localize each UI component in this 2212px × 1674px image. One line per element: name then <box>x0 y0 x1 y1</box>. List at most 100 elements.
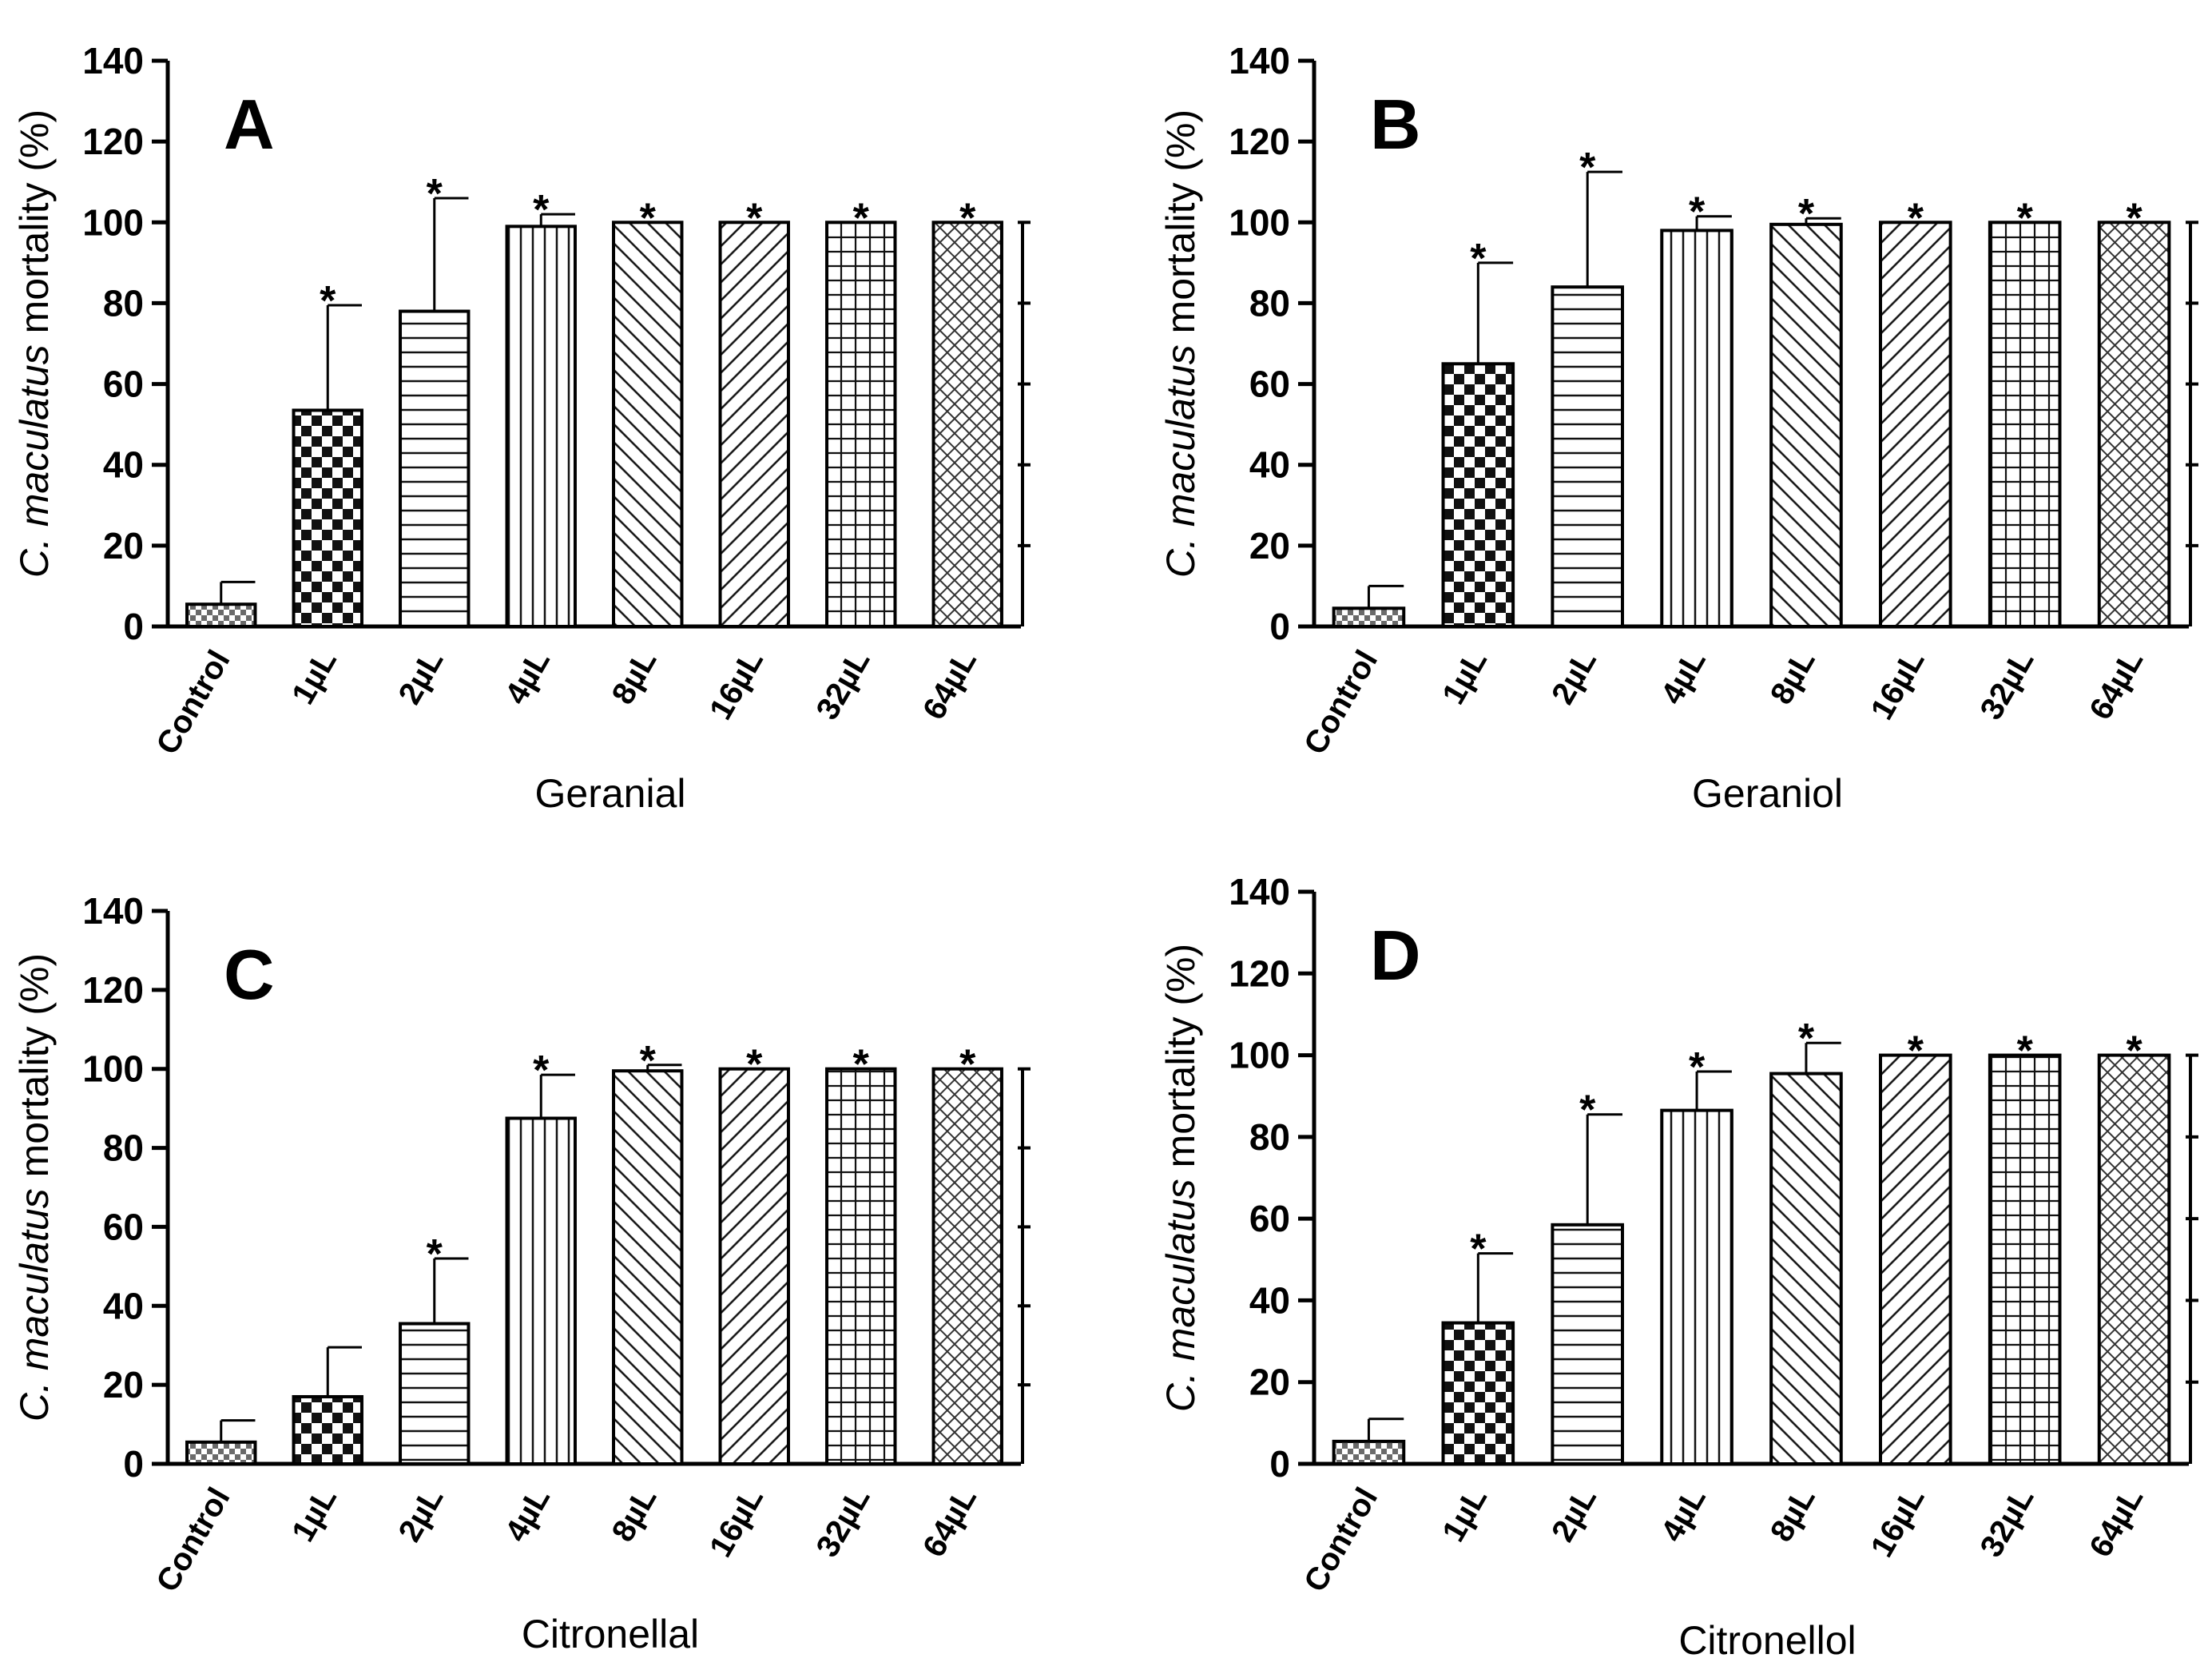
x-tick-label: 1µL <box>285 645 344 710</box>
bar-32µL <box>825 1067 897 1465</box>
x-tick-label: 64µL <box>916 1482 983 1564</box>
x-tick-label: 8µL <box>606 645 664 710</box>
y-axis-title: C. maculatus mortality (%) <box>1158 109 1203 578</box>
panel-label: B <box>1370 85 1421 164</box>
y-tick-label: 20 <box>1249 525 1290 567</box>
y-tick-label: 100 <box>82 1048 144 1090</box>
y-tick-label: 80 <box>1249 1116 1290 1158</box>
x-tick-label: 16µL <box>1865 1482 1932 1564</box>
significance-marker: * <box>853 195 870 241</box>
x-tick-label: 1µL <box>1436 1482 1494 1548</box>
x-tick-label: Control <box>149 645 236 761</box>
significance-marker: * <box>1798 1016 1815 1062</box>
bar-Control <box>1332 606 1406 629</box>
panel-label: C <box>224 935 275 1014</box>
y-tick-label: 120 <box>1229 121 1290 162</box>
x-tick-label: 8µL <box>606 1482 664 1548</box>
x-tick-label: 4µL <box>1654 1482 1713 1548</box>
bar-16µL <box>1879 1053 1952 1465</box>
bar-32µL <box>825 221 897 628</box>
x-tick-label: 2µL <box>1545 645 1603 710</box>
bar-64µL <box>931 221 1003 628</box>
bar-8µL <box>612 221 684 628</box>
bar-8µL <box>1769 1072 1843 1465</box>
x-tick-label: 32µL <box>1973 1482 2040 1564</box>
bar-64µL <box>931 1067 1003 1465</box>
x-tick-label: 2µL <box>392 1482 451 1548</box>
x-tick-label: 64µL <box>2083 1482 2150 1564</box>
bar-4µL <box>505 225 577 628</box>
x-tick-label: 1µL <box>285 1482 344 1548</box>
x-axis-title: Geraniol <box>1692 771 1843 816</box>
x-tick-label: Control <box>1297 1482 1384 1598</box>
y-tick-label: 120 <box>82 969 144 1011</box>
x-axis-title: Citronellol <box>1678 1618 1856 1663</box>
x-tick-label: 16µL <box>1865 645 1932 726</box>
bar-2µL <box>399 1322 471 1465</box>
y-tick-label: 100 <box>1229 201 1290 243</box>
significance-marker: * <box>1908 1028 1924 1075</box>
y-tick-label: 0 <box>1269 1443 1290 1485</box>
x-axis-title: Geranial <box>535 771 686 816</box>
significance-marker: * <box>1689 1044 1706 1091</box>
y-tick-label: 140 <box>1229 871 1290 913</box>
x-tick-label: 4µL <box>498 1482 557 1548</box>
y-axis-title: C. maculatus mortality (%) <box>12 109 57 578</box>
y-tick-label: 120 <box>1229 952 1290 994</box>
significance-marker: * <box>959 195 976 241</box>
significance-marker: * <box>1470 1227 1487 1273</box>
x-tick-label: 32µL <box>809 1482 876 1564</box>
y-tick-label: 100 <box>82 201 144 243</box>
chart-panel-a: 0 20 40 60 80 100 120 140 Control * 1µL * 2µL * 4µL * 8µ… <box>12 40 1031 816</box>
y-tick-label: 60 <box>1249 364 1290 405</box>
y-tick-label: 40 <box>103 444 144 486</box>
y-tick-label: 40 <box>1249 1279 1290 1321</box>
x-tick-label: Control <box>1297 645 1384 761</box>
significance-marker: * <box>533 187 550 233</box>
x-axis-title: Citronellal <box>522 1612 699 1656</box>
y-tick-label: 40 <box>1249 444 1290 486</box>
x-tick-label: 2µL <box>1545 1482 1603 1548</box>
chart-panel-d: 0 20 40 60 80 100 120 140 Control * 1µL * 2µL * 4µL * 8µ… <box>1158 871 2198 1663</box>
y-tick-label: 0 <box>123 606 144 647</box>
significance-marker: * <box>640 195 657 241</box>
bar-4µL <box>505 1116 577 1465</box>
x-tick-label: 8µL <box>1764 1482 1822 1548</box>
y-tick-label: 20 <box>1249 1362 1290 1403</box>
y-tick-label: 60 <box>103 364 144 405</box>
bar-Control <box>185 1440 257 1466</box>
significance-marker: * <box>853 1042 870 1088</box>
y-tick-label: 20 <box>103 525 144 567</box>
y-tick-label: 60 <box>103 1206 144 1247</box>
y-tick-label: 0 <box>1269 606 1290 647</box>
bar-1µL <box>292 1394 363 1466</box>
bar-Control <box>185 602 257 629</box>
bar-64µL <box>2097 1053 2171 1465</box>
bar-2µL <box>1551 285 1624 628</box>
significance-marker: * <box>746 195 763 241</box>
bar-4µL <box>1660 1108 1733 1465</box>
panel-label: D <box>1370 916 1421 995</box>
x-tick-label: 32µL <box>809 645 876 726</box>
x-tick-label: 32µL <box>1973 645 2040 726</box>
bar-16µL <box>1879 221 1952 628</box>
bar-8µL <box>1769 222 1843 628</box>
panel-label: A <box>224 85 275 164</box>
significance-marker: * <box>2017 1028 2034 1075</box>
significance-marker: * <box>427 1231 443 1278</box>
x-tick-label: 4µL <box>498 645 557 710</box>
bar-8µL <box>612 1069 684 1465</box>
y-tick-label: 100 <box>1229 1035 1290 1076</box>
x-tick-label: 16µL <box>703 645 770 726</box>
x-tick-label: 16µL <box>703 1482 770 1564</box>
bar-2µL <box>1551 1223 1624 1466</box>
y-tick-label: 20 <box>103 1364 144 1406</box>
significance-marker: * <box>959 1042 976 1088</box>
x-tick-label: 8µL <box>1764 645 1822 710</box>
y-tick-label: 40 <box>103 1285 144 1326</box>
significance-marker: * <box>1798 191 1815 237</box>
significance-marker: * <box>746 1042 763 1088</box>
x-tick-label: 2µL <box>392 645 451 710</box>
x-tick-label: 1µL <box>1436 645 1494 710</box>
